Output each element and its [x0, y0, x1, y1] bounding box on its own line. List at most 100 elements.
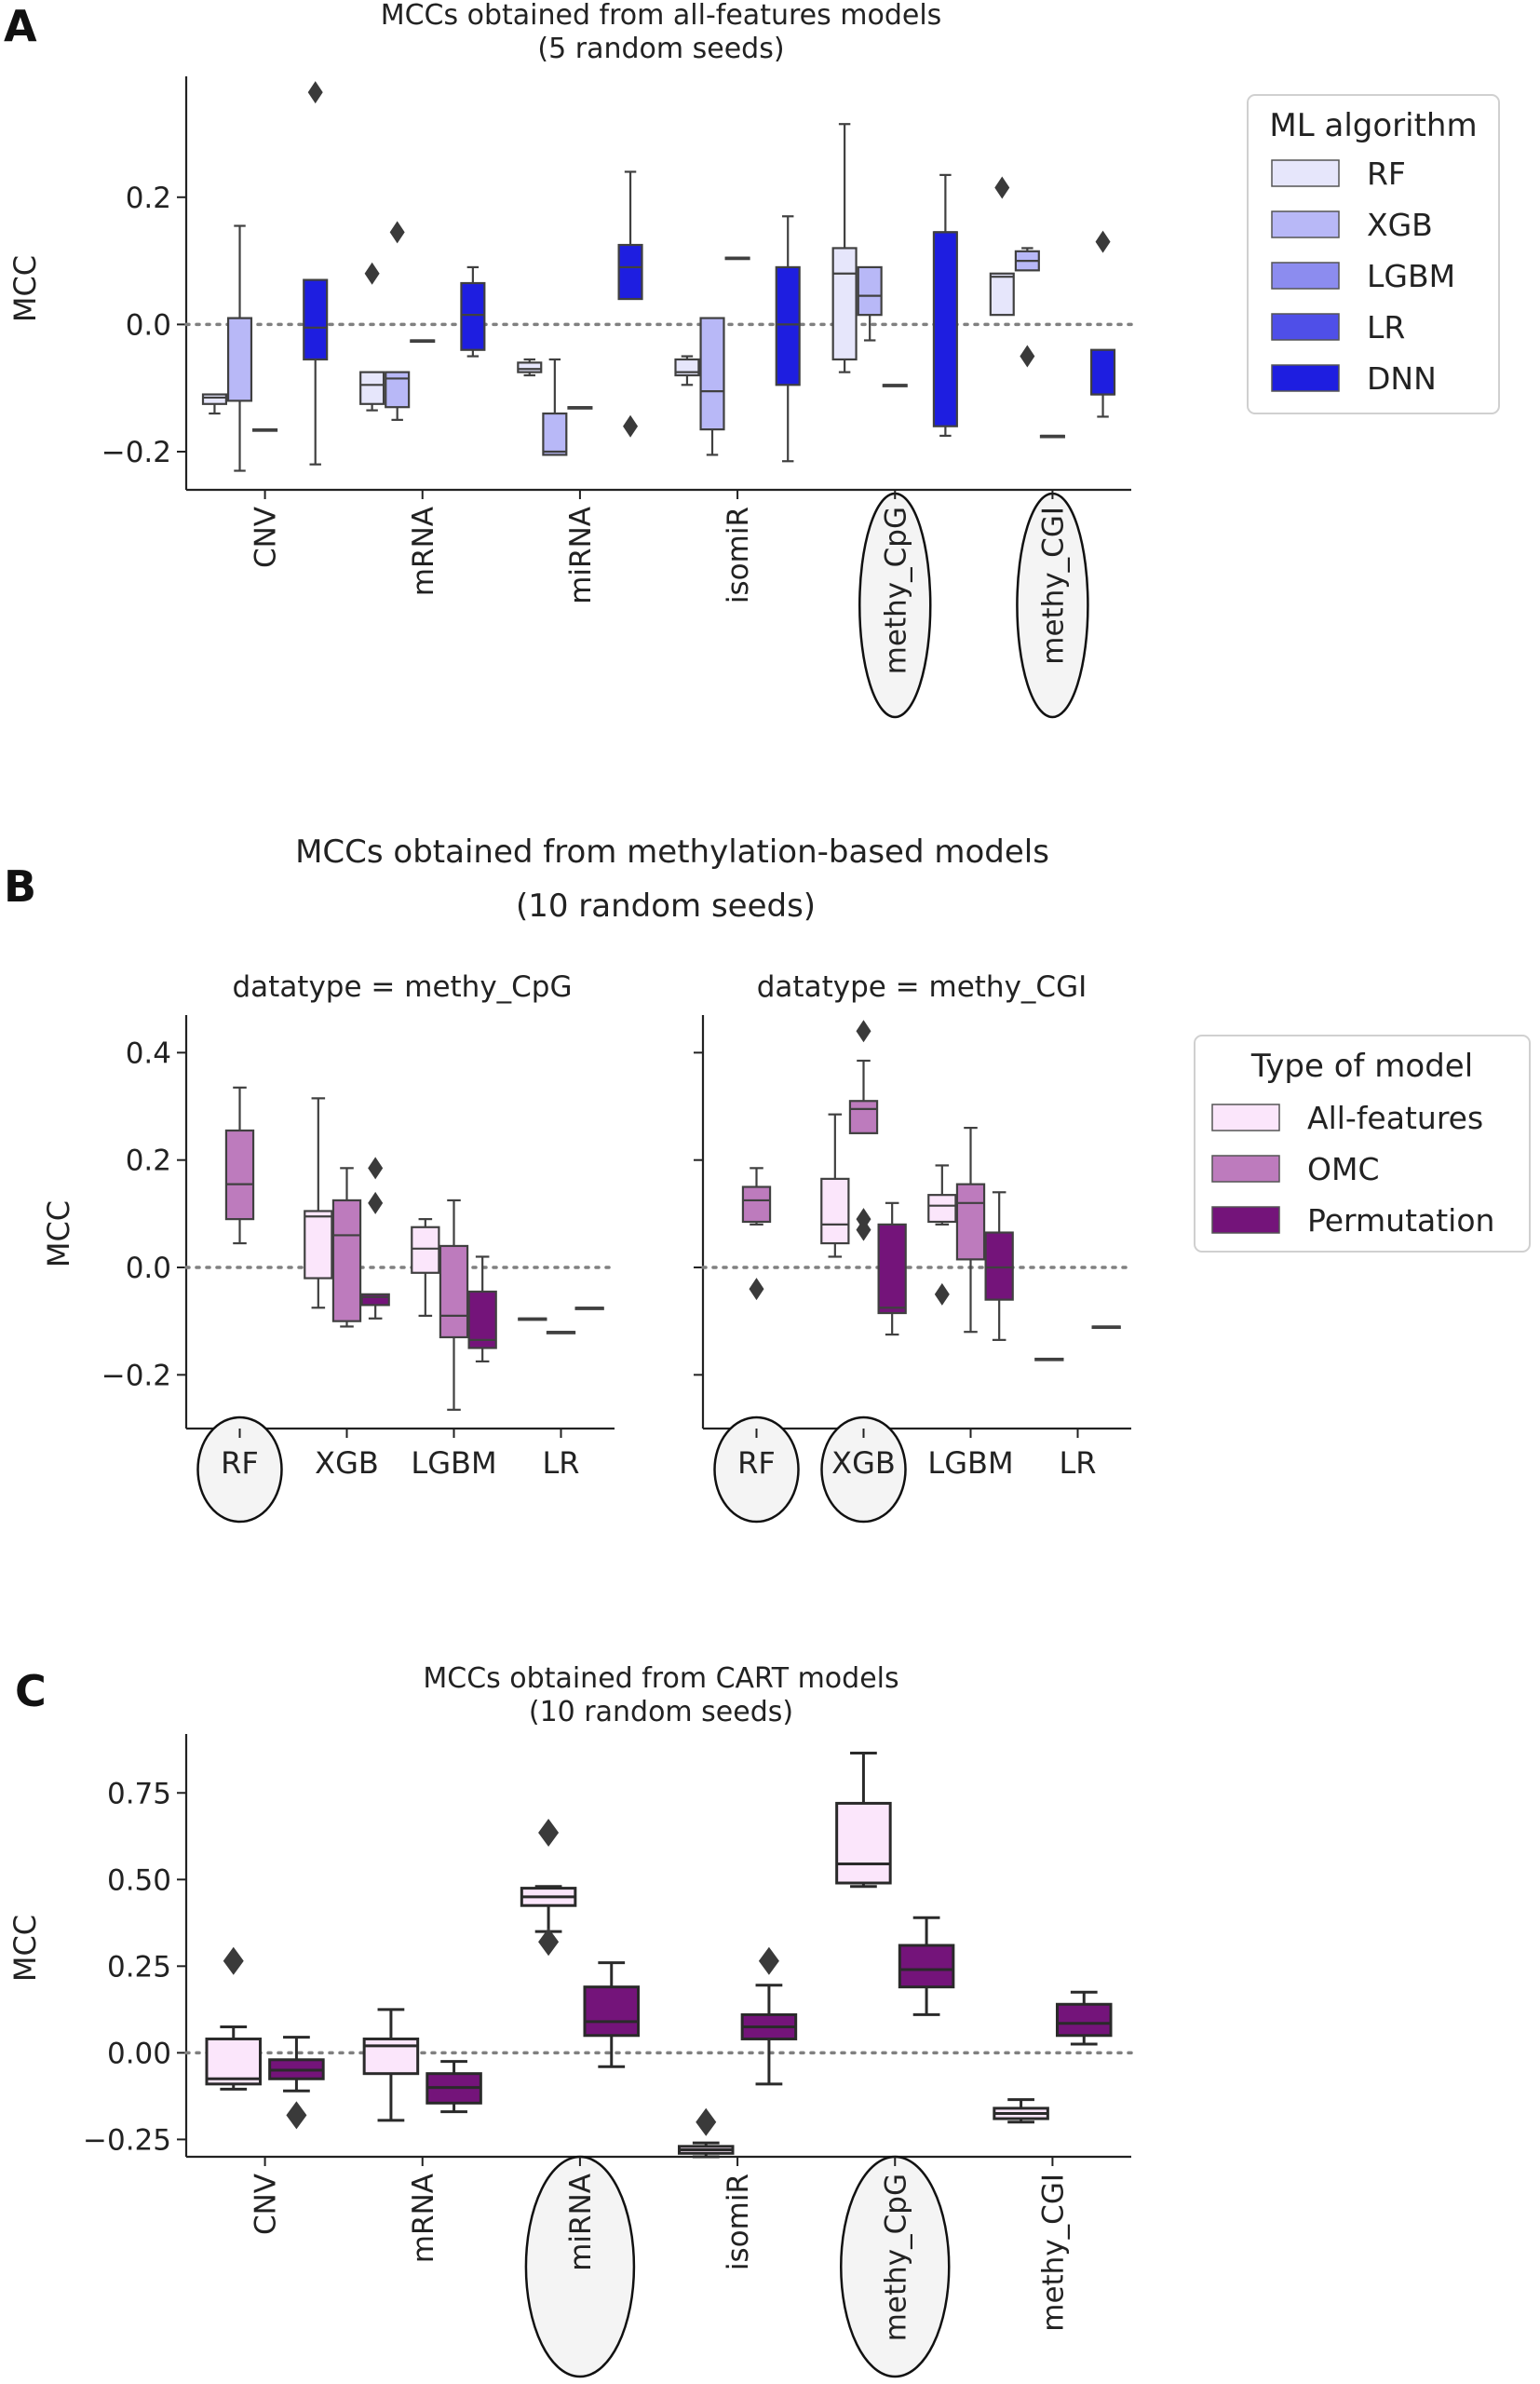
box-methy-cgi: [989, 272, 1015, 317]
y-tick-label: 0.50: [107, 1863, 171, 1897]
panel-b-ylabel: MCC: [41, 1200, 76, 1267]
box-mirna: [517, 361, 543, 373]
box-mrna: [460, 281, 486, 351]
x-tick-label-lr: LR: [1059, 1445, 1096, 1481]
box-isomir: [775, 265, 801, 386]
box-mrna: [359, 371, 385, 405]
box-rf: [741, 1185, 772, 1224]
box-lgbm: [927, 1194, 957, 1224]
x-tick-label-rf: RF: [737, 1445, 776, 1481]
outlier-methy-cgi: [1020, 345, 1035, 368]
legend-ml-algorithm: ML algorithm RF XGB LGBM LR DNN: [1247, 94, 1500, 414]
y-tick-label: 0.0: [126, 1252, 171, 1285]
panel-a-subtitle: (5 random seeds): [537, 33, 784, 65]
outlier-isomir: [696, 2107, 717, 2136]
box-mirna: [583, 1985, 641, 2038]
legend-label-lgbm: LGBM: [1367, 258, 1455, 294]
panel-a-title: MCCs obtained from all-features models: [381, 0, 942, 32]
y-tick-label: 0.4: [126, 1036, 171, 1070]
box-isomir: [699, 317, 725, 431]
legend-swatch-permutation: [1211, 1206, 1280, 1234]
panel-letter-a: A: [4, 1, 37, 51]
legend-swatch-xgb: [1271, 210, 1340, 238]
y-tick-label: 0.00: [107, 2037, 171, 2070]
box-xgb: [848, 1100, 879, 1134]
box-cnv: [205, 2037, 263, 2086]
box-methy-cpg: [932, 231, 958, 427]
highlight-ellipse-rf: [196, 1416, 283, 1524]
x-tick-label-rf: RF: [221, 1445, 259, 1481]
outlier-methy-cgi: [994, 176, 1010, 199]
outlier-xgb: [856, 1208, 871, 1231]
outlier-mirna: [538, 1928, 560, 1957]
x-tick-label-isomir: isomiR: [722, 507, 755, 603]
box-xgb: [877, 1223, 907, 1315]
outlier-mrna: [364, 262, 380, 285]
legend-swatch-all-features: [1211, 1104, 1280, 1131]
x-tick-label-lgbm: LGBM: [411, 1445, 496, 1481]
panel-b-facet-cpg-plot: −0.2 0.0 0.2 0.4 RF XGB LGBM LR: [101, 1015, 616, 1524]
box-mirna: [617, 243, 643, 301]
x-tick-label-lgbm: LGBM: [927, 1445, 1013, 1481]
box-methy-cgi: [1055, 2002, 1113, 2038]
box-rf: [224, 1129, 255, 1221]
box-xgb: [820, 1177, 850, 1245]
y-tick-label: −0.25: [83, 2123, 171, 2157]
x-tick-label-xgb: XGB: [831, 1445, 896, 1481]
legend-swatch-lgbm: [1271, 262, 1340, 290]
legend-swatch-lr: [1271, 313, 1340, 341]
panel-b-subtitle: (10 random seeds): [516, 887, 816, 925]
box-xgb: [331, 1199, 362, 1322]
y-tick-label: −0.2: [101, 436, 171, 469]
legend-b-entries: All-features OMC Permutation: [1211, 1100, 1494, 1239]
y-tick-label: 0.2: [126, 182, 171, 215]
outlier-mirna: [623, 414, 639, 438]
x-tick-label-methy-cpg: methy_CpG: [879, 2174, 912, 2341]
box-mirna: [542, 412, 568, 456]
box-lgbm: [439, 1244, 469, 1339]
y-tick-label: 0.25: [107, 1950, 171, 1984]
panel-c-ylabel: MCC: [7, 1915, 43, 1982]
panel-c-subtitle: (10 random seeds): [529, 1696, 793, 1728]
box-methy-cpg: [831, 247, 858, 361]
legend-type-of-model: Type of model All-features OMC Permutation: [1194, 1035, 1531, 1253]
box-xgb: [304, 1210, 333, 1280]
outlier-lgbm: [934, 1282, 950, 1306]
x-tick-label-mirna: miRNA: [564, 2174, 598, 2271]
highlight-ellipse-rf: [713, 1416, 800, 1524]
y-tick-label: 0.75: [107, 1777, 171, 1810]
highlight-ellipse-xgb: [820, 1416, 907, 1524]
y-tick-label: 0.0: [126, 308, 171, 342]
panel-a-ylabel: MCC: [7, 255, 43, 322]
box-methy-cpg: [857, 265, 883, 317]
legend-label-omc: OMC: [1307, 1151, 1380, 1187]
outlier-xgb: [368, 1191, 384, 1214]
legend-b-frame: [1194, 1035, 1531, 1253]
legend-swatch-dnn: [1271, 364, 1340, 392]
x-tick-label-mirna: miRNA: [564, 507, 598, 604]
x-tick-label-cnv: CNV: [250, 2174, 283, 2235]
legend-label-lr: LR: [1367, 309, 1405, 345]
panel-b-title: MCCs obtained from methylation-based mod…: [295, 833, 1049, 871]
panel-b-facet-cgi-plot: RF XGB LGBM LR: [694, 1015, 1133, 1524]
legend-a-title: ML algorithm: [1269, 107, 1477, 144]
facet-title-cgi: datatype = methy_CGI: [757, 970, 1087, 1004]
box-cnv: [201, 393, 228, 405]
x-tick-label-mrna: mRNA: [407, 507, 440, 596]
x-tick-label-cnv: CNV: [250, 507, 283, 568]
panel-c-title: MCCs obtained from CART models: [423, 1662, 898, 1695]
box-lgbm: [467, 1290, 497, 1349]
box-lgbm: [955, 1183, 986, 1261]
x-tick-label-methy-cgi: methy_CGI: [1037, 507, 1071, 665]
panel-c-plot: −0.25 0.00 0.25 0.50 0.75 CNV mRNA miRNA isomiR m…: [83, 1734, 1133, 2378]
box-cnv: [303, 278, 329, 361]
box-mrna: [385, 371, 411, 409]
box-methy-cpg: [898, 1944, 955, 1989]
outlier-mirna: [538, 1819, 560, 1848]
x-tick-label-methy-cgi: methy_CGI: [1037, 2174, 1071, 2332]
legend-label-rf: RF: [1367, 156, 1406, 192]
outlier-methy-cgi: [1095, 230, 1111, 253]
legend-swatch-omc: [1211, 1155, 1280, 1183]
legend-swatch-rf: [1271, 159, 1340, 187]
